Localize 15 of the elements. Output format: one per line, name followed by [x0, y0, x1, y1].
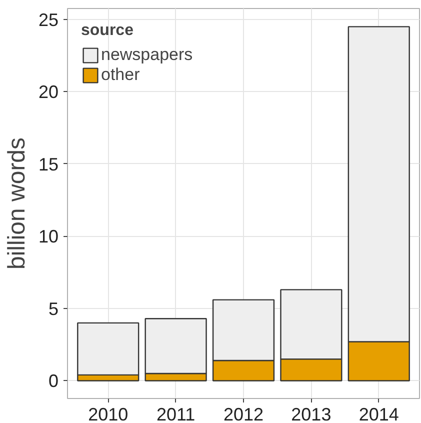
x-tick-label: 2011: [156, 404, 196, 423]
x-tick-label: 2010: [88, 404, 128, 423]
legend-label: newspapers: [101, 45, 193, 65]
legend-label: other: [101, 65, 140, 85]
x-tick-label: 2014: [358, 404, 399, 423]
y-tick-label: 25: [38, 10, 59, 30]
x-tick-label: 2012: [223, 404, 264, 423]
legend-title: source: [81, 22, 134, 40]
y-tick-label: 10: [38, 226, 59, 247]
y-tick-label: 5: [48, 298, 59, 319]
y-axis-title: billion words: [3, 137, 30, 270]
y-tick-label: 15: [38, 154, 59, 174]
x-tick-label: 2013: [291, 404, 332, 423]
y-tick-label: 20: [38, 82, 59, 102]
y-tick-label: 0: [48, 371, 59, 392]
